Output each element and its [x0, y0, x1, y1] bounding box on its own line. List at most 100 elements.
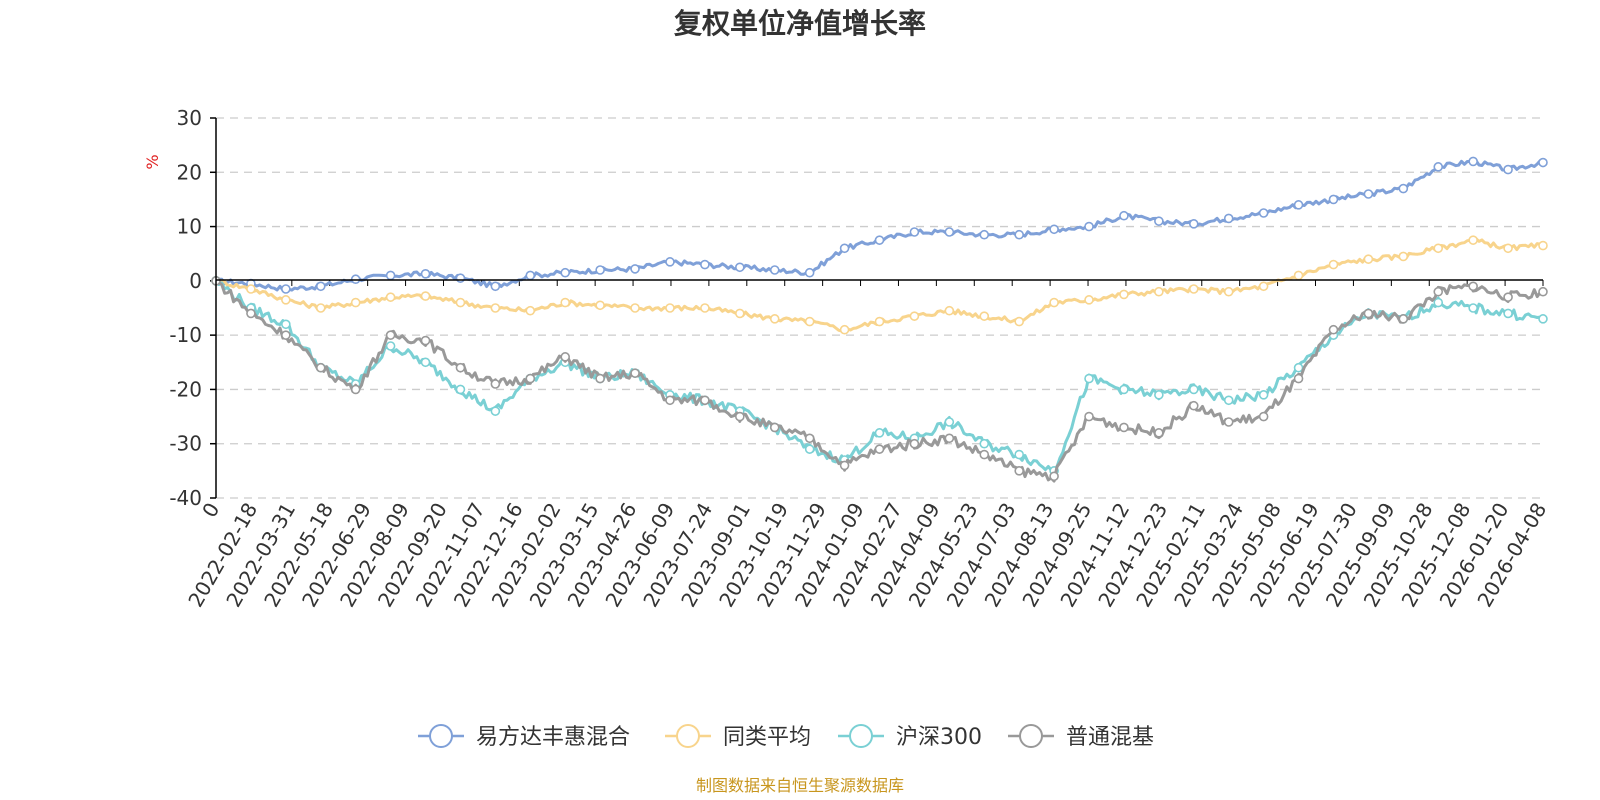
data-point[interactable]	[700, 395, 710, 406]
data-point[interactable]	[1468, 281, 1478, 292]
data-point[interactable]	[944, 417, 955, 427]
data-point[interactable]	[769, 422, 780, 433]
data-point[interactable]	[735, 411, 745, 422]
data-point[interactable]	[804, 433, 815, 444]
data-point[interactable]	[1154, 390, 1164, 400]
data-point[interactable]	[1398, 314, 1409, 324]
data-point[interactable]	[1468, 235, 1478, 245]
data-point[interactable]	[630, 303, 640, 313]
data-point[interactable]	[804, 444, 815, 454]
data-point[interactable]	[979, 229, 990, 240]
data-point[interactable]	[1188, 400, 1199, 411]
data-point[interactable]	[1154, 216, 1164, 226]
data-point[interactable]	[1258, 390, 1269, 400]
data-point[interactable]	[595, 373, 605, 384]
data-point[interactable]	[455, 297, 466, 308]
data-point[interactable]	[874, 428, 885, 438]
data-point[interactable]	[1538, 240, 1548, 251]
data-point[interactable]	[735, 308, 745, 319]
data-point[interactable]	[420, 291, 431, 301]
data-point[interactable]	[1293, 373, 1304, 384]
data-point[interactable]	[665, 395, 675, 406]
data-point[interactable]	[909, 311, 920, 321]
data-point[interactable]	[1014, 316, 1024, 327]
data-point[interactable]	[281, 284, 291, 294]
data-point[interactable]	[560, 352, 571, 362]
data-point[interactable]	[1363, 254, 1374, 264]
data-point[interactable]	[1119, 289, 1129, 300]
data-point[interactable]	[525, 373, 536, 384]
data-point[interactable]	[700, 259, 710, 270]
data-point[interactable]	[874, 444, 885, 454]
data-point[interactable]	[385, 292, 396, 302]
data-point[interactable]	[1119, 384, 1129, 395]
data-point[interactable]	[420, 335, 431, 346]
data-point[interactable]	[595, 265, 605, 275]
data-point[interactable]	[490, 406, 501, 416]
data-point[interactable]	[979, 438, 990, 449]
data-point[interactable]	[1049, 471, 1059, 482]
data-point[interactable]	[315, 362, 326, 373]
data-point[interactable]	[490, 303, 501, 313]
data-point[interactable]	[1154, 428, 1164, 438]
data-point[interactable]	[665, 303, 675, 313]
data-point[interactable]	[944, 227, 955, 237]
data-point[interactable]	[1188, 284, 1199, 294]
data-point[interactable]	[1328, 194, 1339, 205]
data-point[interactable]	[455, 384, 466, 395]
data-point[interactable]	[246, 308, 256, 319]
data-point[interactable]	[246, 284, 256, 294]
data-point[interactable]	[281, 319, 291, 330]
data-point[interactable]	[1223, 417, 1234, 427]
legend-item[interactable]: 沪深300	[838, 724, 982, 750]
data-point[interactable]	[735, 262, 745, 273]
data-point[interactable]	[1293, 362, 1304, 373]
data-point[interactable]	[455, 273, 466, 283]
data-point[interactable]	[1084, 295, 1094, 305]
data-point[interactable]	[1503, 164, 1513, 175]
data-point[interactable]	[1293, 270, 1304, 281]
data-point[interactable]	[1503, 308, 1513, 319]
data-point[interactable]	[281, 295, 291, 305]
data-point[interactable]	[700, 303, 710, 313]
data-point[interactable]	[665, 257, 675, 267]
data-point[interactable]	[385, 330, 396, 340]
data-point[interactable]	[1258, 281, 1269, 292]
data-point[interactable]	[350, 384, 361, 395]
data-point[interactable]	[804, 316, 815, 327]
data-point[interactable]	[1049, 224, 1059, 235]
data-point[interactable]	[1223, 286, 1234, 297]
data-point[interactable]	[979, 311, 990, 321]
data-point[interactable]	[944, 305, 955, 316]
data-point[interactable]	[315, 281, 326, 292]
data-point[interactable]	[1503, 243, 1513, 254]
data-point[interactable]	[874, 316, 885, 327]
data-point[interactable]	[1433, 286, 1444, 297]
data-point[interactable]	[839, 324, 850, 335]
data-point[interactable]	[839, 243, 850, 254]
data-point[interactable]	[944, 433, 955, 444]
data-point[interactable]	[1188, 384, 1199, 395]
data-point[interactable]	[1084, 411, 1094, 422]
data-point[interactable]	[1328, 324, 1339, 335]
data-point[interactable]	[281, 330, 291, 340]
data-point[interactable]	[1014, 449, 1024, 460]
data-point[interactable]	[525, 305, 536, 316]
data-point[interactable]	[1363, 189, 1374, 199]
data-point[interactable]	[1503, 292, 1513, 302]
data-point[interactable]	[420, 357, 431, 368]
data-point[interactable]	[490, 281, 501, 292]
data-point[interactable]	[350, 297, 361, 308]
data-point[interactable]	[804, 267, 815, 278]
data-point[interactable]	[1223, 213, 1234, 224]
data-point[interactable]	[630, 368, 640, 378]
data-point[interactable]	[560, 297, 571, 308]
data-point[interactable]	[1014, 229, 1024, 240]
data-point[interactable]	[1538, 314, 1548, 324]
data-point[interactable]	[909, 227, 920, 237]
data-point[interactable]	[909, 438, 920, 449]
data-point[interactable]	[315, 303, 326, 313]
data-point[interactable]	[455, 362, 466, 373]
data-point[interactable]	[979, 449, 990, 460]
data-point[interactable]	[839, 460, 850, 471]
